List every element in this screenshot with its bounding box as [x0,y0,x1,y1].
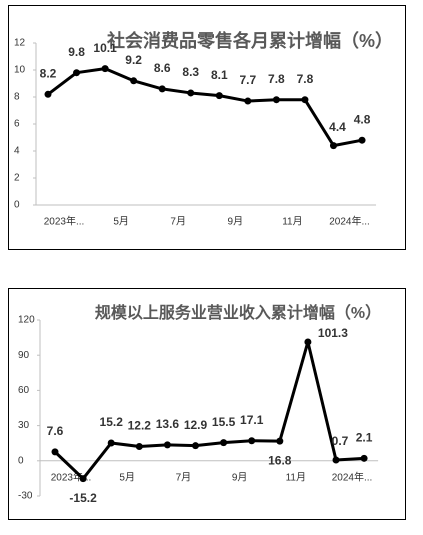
y-tick-label: 10 [14,65,26,76]
marker [276,437,284,445]
x-tick-label: 2023年... [44,215,85,228]
marker [44,90,52,98]
data-label: 15.5 [212,415,236,429]
marker [192,442,199,450]
x-tick-label: 7月 [170,216,186,228]
y-tick-label: 2 [14,173,20,184]
marker [187,89,195,97]
data-label: 4.4 [329,120,346,134]
line [53,340,365,481]
frame [8,5,406,250]
y-tick-label: 30 [18,420,30,431]
data-label: 7.6 [47,424,64,438]
x-tick-label: 2024年... [329,215,370,228]
y-tick-label: 60 [18,385,30,396]
marker [130,77,138,85]
marker [215,92,223,100]
marker [79,475,87,483]
data-label: 9.8 [68,45,85,59]
y-tick-label: 4 [14,146,20,157]
marker [248,437,256,445]
chart-title: 社会消费品零售各月累计增幅（%） [107,30,393,51]
x-tick-label: 7月 [176,472,192,484]
data-label: 10.1 [93,41,117,55]
marker [101,65,109,73]
data-label: 8.3 [182,65,199,79]
marker [135,442,143,450]
data-label: 8.6 [154,61,171,75]
marker [163,441,171,449]
data-label: 8.2 [40,66,57,80]
x-tick-label: 11月 [286,472,306,484]
y-tick-label: 0 [18,455,24,466]
data-label: 101.3 [318,326,348,340]
data-label: 7.7 [240,73,257,87]
marker [220,439,228,447]
y-tick-label: 12 [14,38,26,49]
data-label: 8.1 [211,68,228,82]
marker [73,69,81,77]
marker [332,456,340,464]
y-tick-label: 90 [18,350,30,361]
marker [244,97,252,105]
data-label: 15.2 [100,415,124,429]
y-tick-label: 8 [14,92,20,103]
x-tick-label: 9月 [228,216,244,228]
x-tick-label: 2024年... [332,471,373,484]
marker [301,96,309,104]
data-label: 12.2 [128,419,152,433]
y-tick-label: -30 [18,491,33,502]
data-label: 9.2 [125,53,142,67]
chart-title: 规模以上服务业营业收入累计增幅（%） [95,303,381,322]
x-tick-label: 5月 [113,216,129,228]
x-tick-label: 9月 [232,472,248,484]
y-tick-label: 6 [14,119,20,130]
data-label: 4.8 [354,112,371,126]
x-tick-label: 5月 [119,472,135,484]
marker [272,96,280,104]
marker [51,448,59,456]
line [47,67,363,148]
data-label: 17.1 [240,413,264,427]
data-label: 16.8 [268,453,292,467]
data-label: 13.6 [156,417,180,431]
marker [358,136,366,144]
marker [360,454,368,462]
data-label: 0.7 [332,434,349,448]
marker [330,142,337,150]
marker [107,439,115,447]
x-tick-label: 11月 [282,216,302,228]
data-label: 2.1 [356,431,373,445]
marker [304,338,312,346]
frame [8,288,406,520]
data-label: 7.8 [297,72,314,86]
data-label: 7.8 [268,72,285,86]
y-tick-label: 120 [18,315,35,326]
data-label: -15.2 [69,491,97,505]
marker [158,85,166,93]
data-label: 12.9 [184,418,208,432]
y-tick-label: 0 [14,200,20,211]
